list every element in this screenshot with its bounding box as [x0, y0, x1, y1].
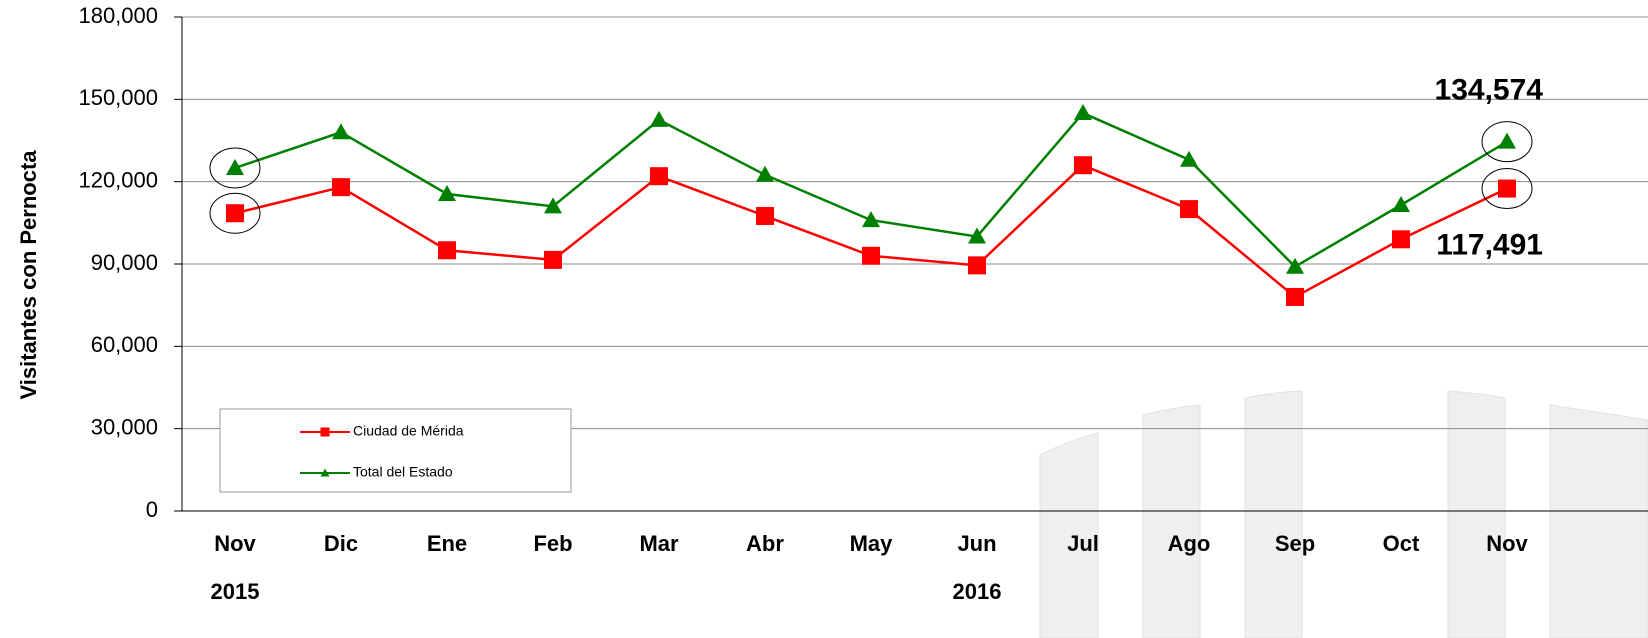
data-point	[226, 158, 244, 175]
data-point	[1392, 195, 1410, 212]
year-label: 2016	[953, 579, 1002, 604]
data-point	[226, 204, 244, 223]
highlight-circle	[209, 147, 261, 189]
value-label: 117,491	[1436, 228, 1543, 261]
legend-marker	[320, 468, 330, 477]
x-tick-label: Mar	[639, 531, 679, 556]
value-label: 134,574	[1435, 74, 1544, 107]
y-tick-label: 30,000	[91, 414, 158, 439]
highlight-circle	[1481, 121, 1533, 163]
x-tick-label: Oct	[1383, 531, 1420, 556]
data-point	[1074, 104, 1092, 121]
x-tick-label: Sep	[1275, 531, 1315, 556]
x-tick-label: Ago	[1168, 531, 1211, 556]
data-point	[332, 123, 350, 140]
data-point	[1498, 132, 1516, 149]
x-tick-label: Dic	[324, 531, 358, 556]
legend-marker	[320, 427, 330, 437]
data-point	[1286, 257, 1304, 274]
data-point	[438, 185, 456, 202]
x-tick-label: Feb	[533, 531, 572, 556]
y-tick-label: 60,000	[91, 332, 158, 357]
x-tick-label: Nov	[214, 531, 256, 556]
data-point	[1392, 230, 1410, 249]
highlight-circle	[1481, 168, 1533, 210]
data-point	[1180, 150, 1198, 167]
data-point	[968, 227, 986, 244]
data-point	[544, 197, 562, 214]
data-point	[1074, 156, 1092, 175]
legend-label: Ciudad de Mérida	[353, 423, 464, 439]
y-tick-label: 0	[146, 497, 158, 522]
data-point	[756, 165, 774, 182]
data-point	[332, 178, 350, 197]
data-point	[862, 211, 880, 228]
highlight-circle	[209, 192, 261, 234]
data-point	[650, 167, 668, 186]
series-line	[234, 111, 1508, 269]
series-line	[234, 163, 1508, 299]
y-tick-label: 180,000	[78, 3, 158, 28]
data-point	[544, 250, 562, 269]
legend-label: Total del Estado	[353, 464, 453, 480]
y-axis-label: Visitantes con Pernocta	[16, 150, 41, 400]
data-point	[968, 256, 986, 275]
data-point	[1498, 179, 1516, 198]
x-tick-label: May	[850, 531, 894, 556]
data-point	[1180, 200, 1198, 219]
y-tick-label: 150,000	[78, 85, 158, 110]
data-point	[756, 206, 774, 225]
data-point	[438, 241, 456, 260]
data-point	[650, 110, 668, 127]
x-tick-label: Jul	[1067, 531, 1099, 556]
data-point	[862, 246, 880, 265]
legend-box	[219, 408, 572, 493]
x-tick-label: Jun	[957, 531, 996, 556]
y-tick-label: 90,000	[91, 250, 158, 275]
year-label: 2015	[211, 579, 260, 604]
watermark	[1039, 390, 1648, 638]
x-tick-label: Abr	[746, 531, 784, 556]
x-tick-label: Ene	[427, 531, 467, 556]
y-tick-label: 120,000	[78, 167, 158, 192]
data-point	[1286, 287, 1304, 306]
x-tick-label: Nov	[1486, 531, 1528, 556]
legend: Ciudad de Mérida Total del Estado	[219, 408, 572, 493]
